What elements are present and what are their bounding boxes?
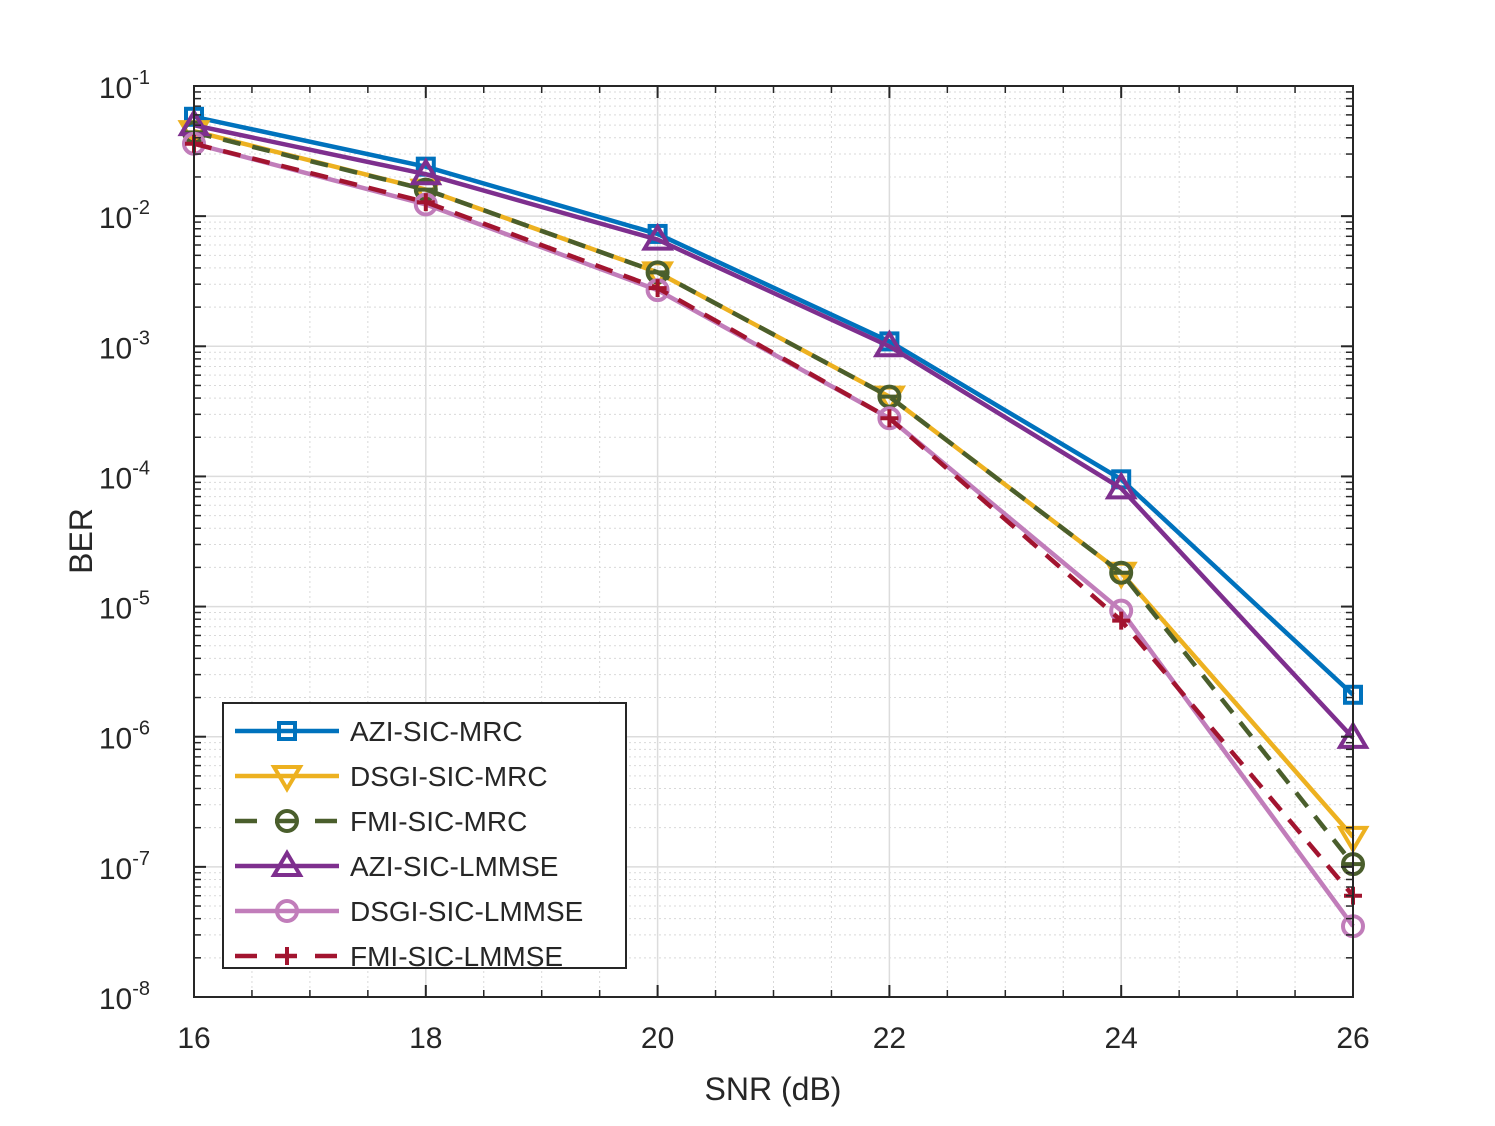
y-tick-label: 10-1: [99, 67, 150, 105]
triangle-up-marker-shape: [641, 222, 675, 251]
y-tick-label: 10-5: [99, 588, 150, 626]
x-tick-label: 24: [1105, 1022, 1138, 1055]
triangle-down-marker-shape: [270, 765, 304, 793]
triangle-up-marker-shape: [1104, 471, 1138, 500]
x-tick-label: 16: [177, 1022, 210, 1055]
data-point: [880, 409, 899, 428]
y-tick-labels: 10-1 10-2 10-3 10-4 10-5 10-6 10-7 10-8: [99, 67, 150, 1016]
legend-entry: AZI-SIC-LMMSE: [235, 849, 558, 882]
series-line: [193, 141, 1355, 898]
y-tick-label: 10-2: [99, 197, 150, 235]
data-point: [416, 193, 435, 212]
ticks-layer: [193, 85, 1354, 998]
circle-marker-shape: [275, 899, 299, 923]
legend-marker: [277, 721, 297, 741]
series-fmi-sic-lmmse: [185, 134, 1362, 905]
legend-marker: [278, 947, 296, 965]
series-layer: [177, 106, 1370, 939]
minor-grid: [194, 86, 1353, 997]
x-tick-label: 20: [641, 1022, 674, 1055]
series-line: [193, 114, 1355, 697]
series-azi-sic-lmmse: [177, 108, 1370, 749]
legend-marker: [275, 899, 299, 923]
y-tick-label: 10-4: [99, 457, 150, 495]
data-point: [1109, 560, 1134, 585]
data-point: [641, 222, 675, 251]
triangle-up-marker-shape: [409, 157, 443, 186]
y-tick-label: 10-6: [99, 718, 150, 756]
legend-label: FMI-SIC-LMMSE: [350, 941, 563, 972]
x-tick-label: 18: [409, 1022, 442, 1055]
legend-label: DSGI-SIC-LMMSE: [350, 896, 583, 927]
triangle-up-marker-shape: [270, 849, 304, 877]
x-axis-label: SNR (dB): [705, 1071, 842, 1107]
square-marker-shape: [277, 721, 297, 741]
legend-label: DSGI-SIC-MRC: [350, 761, 548, 792]
y-tick-label: 10-8: [99, 978, 150, 1016]
legend-entry: FMI-SIC-MRC: [235, 806, 527, 837]
data-point: [409, 157, 443, 186]
data-point: [1104, 471, 1138, 500]
circle-marker-shape: [1109, 560, 1134, 585]
legend-marker: [270, 849, 304, 877]
data-point: [872, 329, 906, 358]
triangle-up-marker-shape: [872, 329, 906, 358]
legend-marker: [270, 765, 304, 793]
circle-marker-shape: [877, 406, 902, 431]
data-point: [1112, 611, 1131, 630]
x-tick-labels: 16 18 20 22 24 26: [177, 1022, 1369, 1055]
series-line: [193, 130, 1355, 866]
circle-marker-shape: [275, 809, 299, 833]
data-point: [648, 279, 667, 298]
legend-marker: [275, 809, 299, 833]
legend-label: AZI-SIC-LMMSE: [350, 851, 558, 882]
legend-label: FMI-SIC-MRC: [350, 806, 527, 837]
y-axis-label: BER: [63, 508, 99, 574]
y-tick-label: 10-7: [99, 848, 150, 886]
x-tick-label: 26: [1336, 1022, 1369, 1055]
legend-entry: FMI-SIC-LMMSE: [235, 941, 563, 972]
y-tick-label: 10-3: [99, 327, 150, 365]
legend-entry: AZI-SIC-MRC: [235, 716, 523, 747]
legend-entry: DSGI-SIC-LMMSE: [235, 896, 583, 927]
legend-entry: DSGI-SIC-MRC: [235, 761, 548, 793]
legend-box: [222, 702, 627, 969]
legend-label: AZI-SIC-MRC: [350, 716, 523, 747]
x-tick-label: 22: [873, 1022, 906, 1055]
legend: AZI-SIC-MRC DSGI-SIC-MRC FMI-SIC-MRC AZI-SI…: [222, 702, 627, 972]
series-line: [193, 122, 1355, 740]
data-point: [877, 406, 902, 431]
